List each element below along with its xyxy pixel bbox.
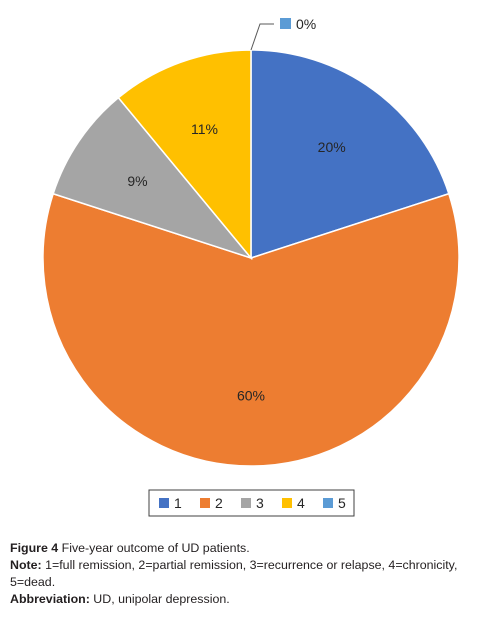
abbreviation-text: UD, unipolar depression. <box>89 592 230 606</box>
pie-slice-4 <box>117 49 252 261</box>
figure-title-text: Five-year outcome of UD patients. <box>58 541 250 555</box>
legend-swatch-1 <box>159 498 169 508</box>
legend-swatch-5 <box>323 498 333 508</box>
data-label-3: 9% <box>127 173 147 189</box>
data-label-key-5 <box>280 18 291 29</box>
data-label-1: 20% <box>318 139 346 155</box>
note-text: 1=full remission, 2=partial remission, 3… <box>10 558 458 589</box>
legend-label-4: 4 <box>297 495 305 511</box>
note-line: Note: 1=full remission, 2=partial remiss… <box>10 557 490 591</box>
legend-box <box>148 489 355 517</box>
pie-chart: 20% 60% 9% 11% 0% 1 2 3 4 5 <box>42 16 460 517</box>
legend-label-2: 2 <box>215 495 223 511</box>
figure-title-line: Figure 4 Five-year outcome of UD patient… <box>10 540 490 557</box>
abbreviation-line: Abbreviation: UD, unipolar depression. <box>10 591 490 608</box>
abbreviation-label: Abbreviation: <box>10 592 90 606</box>
legend-swatch-3 <box>241 498 251 508</box>
pie-chart-svg: 20% 60% 9% 11% 0% 1 2 3 4 5 <box>42 16 460 517</box>
data-label-5: 0% <box>296 16 316 32</box>
pie-slice-2 <box>42 192 460 467</box>
legend-swatch-4 <box>282 498 292 508</box>
data-label-2: 60% <box>237 387 265 403</box>
figure-caption: Figure 4 Five-year outcome of UD patient… <box>10 540 490 608</box>
leader-line-5 <box>250 23 274 51</box>
legend-label-3: 3 <box>256 495 264 511</box>
figure-label: Figure 4 <box>10 541 59 555</box>
legend-label-5: 5 <box>338 495 346 511</box>
legend-swatch-2 <box>200 498 210 508</box>
legend-label-1: 1 <box>174 495 182 511</box>
pie-slice-1 <box>250 49 450 260</box>
pie-slice-3 <box>52 96 254 260</box>
note-label: Note: <box>10 558 42 572</box>
data-label-4: 11% <box>191 121 218 137</box>
